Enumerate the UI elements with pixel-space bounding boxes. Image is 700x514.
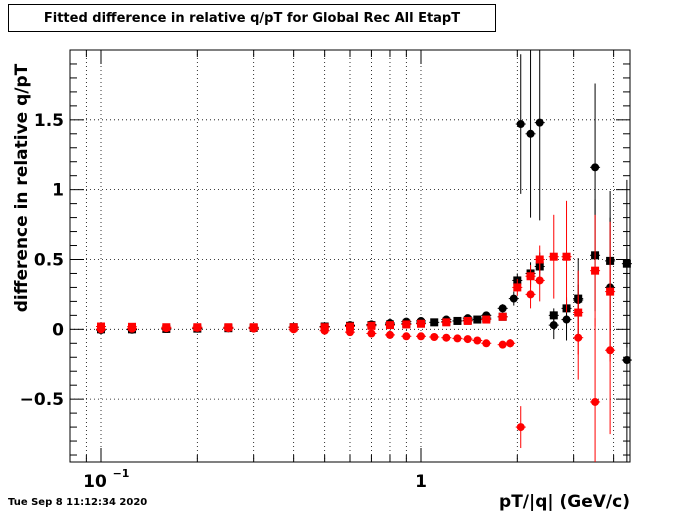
data-point-square: [562, 252, 571, 261]
x-axis-label: pT/|q| (GeV/c): [499, 492, 630, 512]
data-point-circle: [549, 321, 558, 330]
x-tick-label: 10: [83, 472, 107, 492]
chart-title-box: Fitted difference in relative q/pT for G…: [8, 4, 496, 32]
data-point-circle: [430, 333, 439, 342]
data-point-square: [473, 315, 482, 324]
data-point-circle: [367, 329, 376, 338]
y-tick-label: 0.5: [34, 250, 64, 270]
data-point-circle: [574, 333, 583, 342]
data-point-square: [498, 312, 507, 321]
data-point-circle: [162, 324, 171, 333]
data-point-square: [482, 315, 491, 324]
data-point-circle: [622, 356, 631, 365]
data-point-square: [453, 316, 462, 325]
data-point-square: [549, 252, 558, 261]
y-tick-label: 0: [52, 320, 64, 340]
y-tick-label: 1.5: [34, 111, 64, 131]
plot-frame: [69, 49, 631, 463]
data-point-circle: [562, 315, 571, 324]
data-point-square: [367, 321, 376, 330]
data-point-circle: [473, 336, 482, 345]
data-point-square: [463, 316, 472, 325]
x-tick-label: 1: [415, 472, 427, 492]
data-point-square: [430, 318, 439, 327]
data-point-circle: [453, 334, 462, 343]
data-point-square: [513, 283, 522, 292]
data-point-circle: [320, 326, 329, 335]
data-point-circle: [526, 290, 535, 299]
data-point-circle: [193, 323, 202, 332]
data-point-circle: [516, 120, 525, 129]
data-point-circle: [516, 423, 525, 432]
data-point-square: [591, 266, 600, 275]
x-tick-exponent: −1: [113, 467, 130, 480]
data-point-circle: [498, 340, 507, 349]
data-point-circle: [482, 339, 491, 348]
data-point-circle: [442, 333, 451, 342]
data-point-square: [442, 318, 451, 327]
y-tick-label: 1: [52, 181, 64, 201]
y-axis-label: difference in relative q/pT: [12, 63, 32, 313]
data-point-square: [526, 272, 535, 281]
data-point-circle: [591, 397, 600, 406]
data-point-circle: [346, 328, 354, 337]
data-point-circle: [506, 339, 515, 348]
data-point-square: [385, 321, 394, 330]
data-point-circle: [416, 332, 425, 341]
data-point-circle: [224, 324, 233, 333]
data-point-circle: [591, 163, 600, 172]
data-point-circle: [97, 325, 106, 334]
y-tick-label: −0.5: [20, 390, 64, 410]
data-point-square: [416, 319, 425, 328]
data-point-circle: [249, 324, 258, 333]
data-point-circle: [498, 304, 507, 313]
data-point-circle: [128, 324, 137, 333]
data-point-circle: [526, 129, 535, 138]
chart-title: Fitted difference in relative q/pT for G…: [43, 11, 461, 26]
data-point-circle: [606, 346, 615, 355]
data-point-circle: [385, 330, 394, 339]
data-point-square: [402, 320, 411, 329]
data-point-circle: [402, 332, 411, 341]
data-point-square: [346, 322, 354, 331]
data-point-circle: [289, 325, 298, 334]
data-point-circle: [535, 276, 544, 285]
data-point-circle: [535, 118, 544, 127]
timestamp: Tue Sep 8 11:12:34 2020: [8, 497, 148, 508]
data-point-circle: [463, 335, 472, 344]
data-point-circle: [509, 294, 518, 303]
